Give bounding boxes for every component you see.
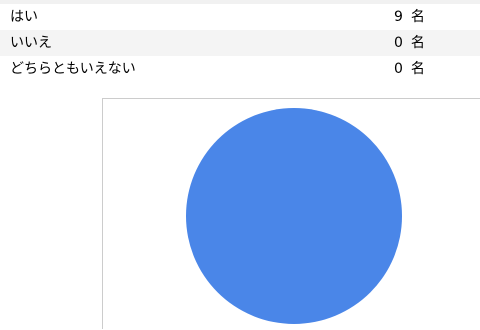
top-strip [0,0,480,4]
pie-chart-area [102,98,480,329]
option-label-neutral: どちらともいえない [10,61,136,77]
pie-slice-1 [186,108,402,324]
count-unit-yes: 名 [410,9,425,25]
option-label-yes: はい [10,9,38,25]
count-unit-neutral: 名 [410,61,425,77]
option-label-no: いいえ [10,35,52,51]
count-unit-no: 名 [410,35,425,51]
count-value-yes: 9 [394,9,403,25]
pie-chart [186,108,402,324]
count-value-no: 0 [394,35,403,51]
count-value-neutral: 0 [394,61,403,77]
